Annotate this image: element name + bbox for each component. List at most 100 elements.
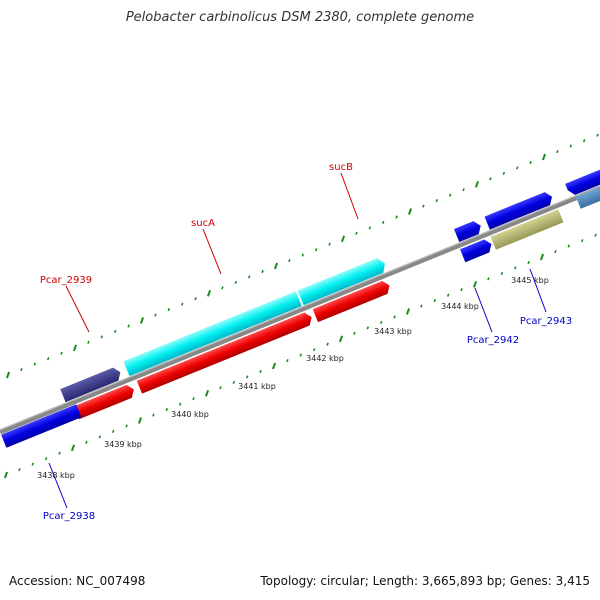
inner-tick [527,260,530,265]
genome-backbone [0,185,600,435]
outer-tick [154,313,157,317]
inner-tick [460,288,463,292]
gene-feature-sucb-lower[interactable] [312,279,392,323]
outer-tick [180,302,184,306]
backbone-highlight [0,185,600,431]
inner-tick [44,457,48,461]
inner-tick [594,233,597,237]
inner-tick [433,299,437,303]
outer-tick [72,344,78,352]
outer-tick [60,351,63,355]
gene-feature-pcar-2943[interactable] [490,209,564,250]
inner-tick [204,389,210,397]
gene-feature-sucb[interactable] [297,256,388,306]
inner-tick [299,353,303,357]
outer-tick [314,248,318,252]
gene-label-pcar-2939: Pcar_2939 [40,275,92,286]
leader-pcar-2938 [48,462,68,509]
outer-tick [273,262,279,270]
inner-tick [567,244,571,248]
outer-tick [87,340,90,344]
outer-tick [529,160,532,165]
outer-tick [167,308,171,312]
scale-label-3441: 3441 kbp [238,382,276,391]
outer-tick [474,180,480,188]
inner-tick [111,429,115,433]
inner-tick [98,435,102,439]
gene-feature-pcar-2938[interactable] [1,404,82,448]
gene-feature-pcar-2944[interactable] [565,167,600,197]
gene-feature-suca-lower[interactable] [136,311,315,394]
inner-tick [393,315,396,319]
leader-suca [202,228,222,275]
gene-feature-pcar-2941[interactable] [453,219,483,242]
inner-tick [85,440,88,444]
scale-label-3445: 3445 kbp [511,276,549,285]
inner-tick [271,362,277,370]
outer-tick [113,329,117,333]
outer-tick [407,208,413,215]
outer-tick-row [5,133,599,379]
outer-tick [515,166,519,170]
gene-label-pcar-2943: Pcar_2943 [520,316,572,327]
inner-tick [219,386,222,390]
outer-tick [127,324,130,328]
outer-tick [582,139,586,143]
leader-pcar-2943 [529,268,547,313]
gene-label-sucb: sucB [329,162,353,173]
leader-pcar-2942 [474,287,493,333]
inner-tick [472,280,478,288]
gene-feature-pcar-2939-upper[interactable] [60,366,123,403]
inner-tick [31,462,35,466]
outer-tick [340,235,346,243]
outer-tick [596,133,599,137]
outer-tick [556,150,559,154]
inner-tick [165,408,169,412]
inner-tick [70,444,76,452]
gene-feature-pcar-2939-lower[interactable] [73,383,137,420]
inner-tick [487,277,490,281]
inner-tick [500,271,504,275]
inner-tick [513,266,517,270]
gene-label-pcar-2942: Pcar_2942 [467,335,519,346]
inner-tick [580,239,584,243]
outer-tick [20,368,23,372]
outer-tick [100,335,104,339]
inner-tick [539,253,545,261]
scale-label-3442: 3442 kbp [306,354,344,363]
inner-tick [353,331,356,335]
map-title: Pelobacter carbinolicus DSM 2380, comple… [125,10,475,25]
leader-sucb [340,172,359,220]
outer-tick [206,289,212,297]
scale-label-3439: 3439 kbp [104,440,142,449]
gene-feature-pcar-2945[interactable] [575,182,600,209]
inner-tick [338,335,344,343]
gene-feature-suca[interactable] [123,291,302,377]
accession-text: Accession: NC_007498 [9,574,146,588]
outer-tick [462,188,465,192]
outer-tick [194,297,197,301]
outer-tick [221,286,224,290]
inner-tick [152,413,155,417]
leader-pcar-2939 [65,285,90,333]
gene-feature-pcar-2942-lower[interactable] [460,238,494,263]
outer-tick [422,204,425,208]
gene-feature-pcar-2942-upper[interactable] [484,190,555,230]
inner-tick [192,397,195,401]
inner-tick-row [3,233,597,479]
scale-label-3440: 3440 kbp [171,410,209,419]
inner-tick [446,293,450,297]
inner-tick [137,417,143,424]
inner-tick [326,342,329,346]
inner-tick [125,424,128,428]
scale-label-3443: 3443 kbp [374,327,412,336]
outer-tick [328,242,331,246]
outer-tick [234,280,238,284]
inner-tick [286,359,289,363]
outer-tick [247,275,251,279]
outer-tick [261,269,264,274]
inner-tick [245,375,249,379]
outer-tick [5,371,11,379]
outer-tick [448,193,452,197]
